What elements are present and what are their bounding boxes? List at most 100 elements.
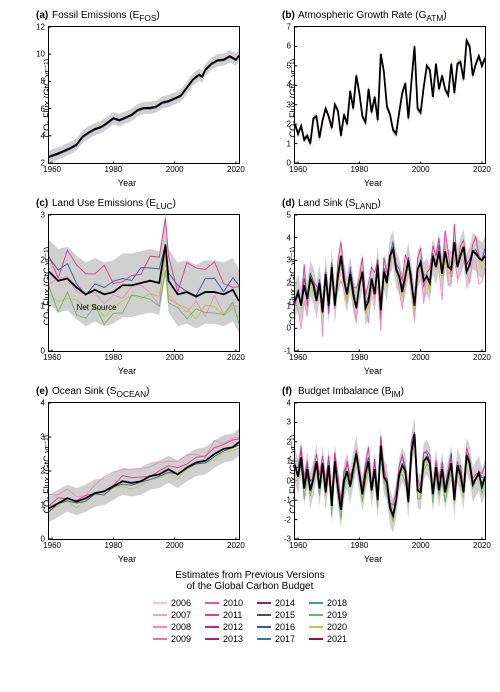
legend-swatch (205, 602, 219, 604)
panel-label: (a) (36, 10, 48, 21)
legend-item: 2006 (153, 598, 191, 608)
y-tick: 0 (287, 476, 291, 485)
x-axis-label: Year (364, 178, 382, 188)
legend-year: 2006 (171, 598, 191, 608)
x-tick: 2000 (412, 353, 430, 362)
x-axis-label: Year (118, 554, 136, 564)
y-tick: 5 (287, 61, 291, 70)
y-tick: 1 (287, 457, 291, 466)
legend-swatch (153, 626, 167, 628)
y-tick: 6 (41, 104, 45, 113)
legend-swatch (153, 638, 167, 640)
panel-label: (e) (36, 386, 48, 397)
main-series-line (295, 41, 485, 144)
legend-swatch (257, 638, 271, 640)
x-tick: 2020 (227, 541, 245, 550)
y-tick: 4 (41, 131, 45, 140)
y-tick: 6 (287, 42, 291, 51)
x-tick: 1980 (104, 353, 122, 362)
x-tick: 1960 (289, 541, 307, 550)
legend-year: 2009 (171, 634, 191, 644)
plot-area: 01231960198020002020Net Source (48, 214, 240, 352)
x-tick: 2000 (166, 353, 184, 362)
legend-year: 2016 (275, 622, 295, 632)
panel-f: (f)Budget Imbalance (BIM)CO₂ Flux (GtC y… (254, 384, 492, 564)
legend-item: 2009 (153, 634, 191, 644)
y-tick: 3 (287, 418, 291, 427)
y-tick: 2 (41, 256, 45, 265)
y-tick: 1 (41, 501, 45, 510)
plot-area: 012341960198020002020 (48, 402, 240, 540)
x-tick: 1960 (43, 353, 61, 362)
legend-swatch (309, 638, 323, 640)
y-tick: 1 (41, 301, 45, 310)
legend-year: 2019 (327, 610, 347, 620)
y-tick: 7 (287, 23, 291, 32)
y-tick: 4 (287, 399, 291, 408)
plot-area: 246810121960198020002020 (48, 26, 240, 164)
x-tick: 2020 (473, 541, 491, 550)
uncertainty-band (49, 49, 239, 163)
legend-swatch (153, 614, 167, 616)
panel-title: Fossil Emissions (EFOS) (52, 10, 160, 23)
prev-version-line (295, 43, 485, 146)
legend-swatch (309, 614, 323, 616)
legend-swatch (309, 602, 323, 604)
y-tick: 1 (287, 139, 291, 148)
y-tick: 0 (287, 324, 291, 333)
panel-b: (b)Atmospheric Growth Rate (GATM)CO₂ Flu… (254, 8, 492, 188)
y-tick: 3 (41, 211, 45, 220)
plot-area: -3-2-1012341960198020002020 (294, 402, 486, 540)
y-tick: 5 (287, 211, 291, 220)
panel-label: (d) (282, 198, 295, 209)
y-tick: -2 (284, 515, 291, 524)
legend-swatch (205, 638, 219, 640)
x-tick: 2000 (166, 541, 184, 550)
panel-label: (c) (36, 198, 48, 209)
y-tick: 1 (287, 301, 291, 310)
y-tick: 12 (36, 23, 45, 32)
y-tick: 2 (41, 467, 45, 476)
x-tick: 2020 (473, 353, 491, 362)
panel-title: Land Use Emissions (ELUC) (52, 198, 176, 211)
y-tick: 8 (41, 77, 45, 86)
legend-item: 2012 (205, 622, 243, 632)
x-axis-label: Year (118, 178, 136, 188)
x-tick: 2000 (412, 165, 430, 174)
legend-year: 2018 (327, 598, 347, 608)
legend-swatch (205, 614, 219, 616)
legend-item: 2018 (309, 598, 347, 608)
carbon-budget-figure: (a)Fossil Emissions (EFOS)CO₂ Flux (GtC … (0, 0, 500, 654)
prev-version-line (295, 40, 485, 143)
legend-swatch (257, 602, 271, 604)
legend-year: 2010 (223, 598, 243, 608)
x-tick: 1960 (43, 541, 61, 550)
y-tick: -1 (284, 496, 291, 505)
legend-item: 2016 (257, 622, 295, 632)
x-tick: 1980 (104, 541, 122, 550)
panel-title: Land Sink (SLAND) (298, 198, 381, 211)
x-tick: 2020 (227, 165, 245, 174)
y-tick: 2 (287, 279, 291, 288)
legend-item: 2011 (205, 610, 243, 620)
y-tick: 4 (41, 399, 45, 408)
legend-year: 2014 (275, 598, 295, 608)
y-tick: 3 (41, 433, 45, 442)
legend: Estimates from Previous Versionsof the G… (0, 564, 500, 654)
x-tick: 1960 (43, 165, 61, 174)
x-tick: 1980 (350, 541, 368, 550)
y-tick: 3 (287, 256, 291, 265)
plot-area: 012345671960198020002020 (294, 26, 486, 164)
x-tick: 1960 (289, 353, 307, 362)
legend-year: 2008 (171, 622, 191, 632)
prev-version-line (295, 39, 485, 142)
legend-item: 2015 (257, 610, 295, 620)
y-tick: 10 (36, 50, 45, 59)
legend-swatch (257, 614, 271, 616)
x-axis-label: Year (364, 366, 382, 376)
x-tick: 2000 (166, 165, 184, 174)
uncertainty-band (295, 37, 485, 147)
x-tick: 2000 (412, 541, 430, 550)
x-tick: 1980 (350, 165, 368, 174)
main-series-line (295, 434, 485, 516)
